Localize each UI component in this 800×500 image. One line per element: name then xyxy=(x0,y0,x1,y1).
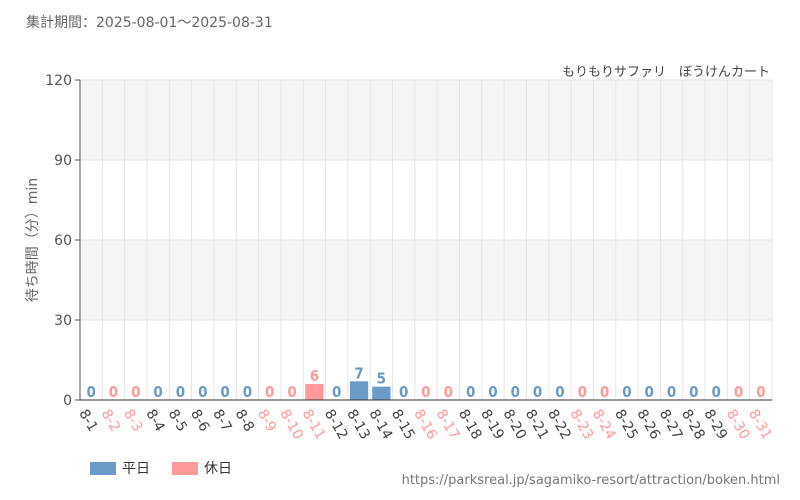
y-tick-label: 60 xyxy=(54,233,72,249)
data-label: 0 xyxy=(287,383,296,401)
chart-subtitle: もりもりサファリ ぼうけんカート xyxy=(561,65,770,80)
bar xyxy=(372,386,391,400)
data-label: 0 xyxy=(667,383,676,401)
y-tick-label: 30 xyxy=(54,313,72,329)
x-tick-label: 8-5 xyxy=(165,407,190,435)
data-label: 7 xyxy=(354,364,363,382)
plot-band xyxy=(80,240,772,320)
legend-item-weekday: 平日 xyxy=(90,458,150,478)
x-tick-label: 8-1 xyxy=(75,407,100,435)
x-tick-label: 8-8 xyxy=(232,407,257,435)
legend-item-holiday: 休日 xyxy=(172,458,232,478)
data-label: 0 xyxy=(578,383,587,401)
data-label: 0 xyxy=(399,383,408,401)
period-label: 集計期間：2025-08-01～2025-08-31 xyxy=(26,15,273,31)
legend: 平日 休日 xyxy=(90,458,232,478)
data-label: 0 xyxy=(265,383,274,401)
x-tick-label: 8-6 xyxy=(187,407,212,435)
y-tick-label: 0 xyxy=(63,393,72,409)
data-label: 0 xyxy=(533,383,542,401)
data-label: 0 xyxy=(444,383,453,401)
data-label: 0 xyxy=(622,383,631,401)
y-tick-label: 120 xyxy=(45,73,72,89)
x-tick-label: 8-3 xyxy=(120,407,145,435)
data-label: 0 xyxy=(645,383,654,401)
data-label: 0 xyxy=(153,383,162,401)
x-tick-label: 8-31 xyxy=(745,407,775,443)
bar xyxy=(349,381,369,400)
legend-label-holiday: 休日 xyxy=(204,461,232,477)
data-label: 0 xyxy=(332,383,341,401)
data-label: 0 xyxy=(600,383,609,401)
source-url: https://parksreal.jp/sagamiko-resort/att… xyxy=(401,473,780,488)
data-label: 0 xyxy=(711,383,720,401)
data-label: 0 xyxy=(86,383,95,401)
data-label: 5 xyxy=(377,370,386,388)
data-label: 0 xyxy=(511,383,520,401)
data-label: 0 xyxy=(198,383,207,401)
y-tick-label: 90 xyxy=(54,153,72,169)
data-label: 0 xyxy=(488,383,497,401)
data-label: 0 xyxy=(243,383,252,401)
data-label: 0 xyxy=(734,383,743,401)
bar xyxy=(305,384,324,400)
data-label: 6 xyxy=(310,367,319,385)
x-tick-label: 8-7 xyxy=(209,407,234,435)
data-label: 0 xyxy=(466,383,475,401)
data-label: 0 xyxy=(421,383,430,401)
data-label: 0 xyxy=(756,383,765,401)
data-label: 0 xyxy=(131,383,140,401)
x-tick-label: 8-9 xyxy=(254,407,279,435)
legend-swatch-holiday xyxy=(172,461,198,475)
legend-label-weekday: 平日 xyxy=(122,461,150,477)
data-label: 0 xyxy=(220,383,229,401)
data-label: 0 xyxy=(555,383,564,401)
x-tick-label: 8-4 xyxy=(142,407,167,435)
plot-band xyxy=(80,80,772,160)
data-label: 0 xyxy=(176,383,185,401)
data-label: 0 xyxy=(109,383,118,401)
data-label: 0 xyxy=(689,383,698,401)
legend-swatch-weekday xyxy=(90,461,116,475)
x-tick-label: 8-2 xyxy=(98,407,123,435)
